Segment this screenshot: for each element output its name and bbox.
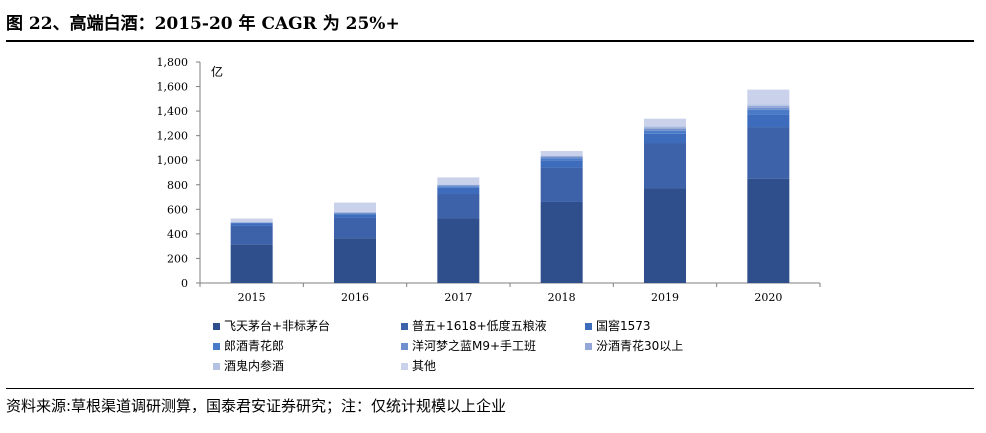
- bar-segment-2020-s7: [747, 89, 790, 105]
- bar-segment-2016-s1: [334, 217, 376, 239]
- bar-segment-2015-s0: [230, 244, 273, 283]
- bar-segment-2018-s0: [540, 201, 583, 283]
- bar-segment-2020-s6: [747, 104, 790, 106]
- legend-label: 洋河梦之蓝M9+手工班: [412, 338, 536, 353]
- legend-swatch: [401, 343, 408, 350]
- bar-segment-2017-s7: [437, 177, 480, 185]
- y-tick-label: 1,800: [157, 56, 189, 69]
- legend-swatch: [213, 343, 220, 350]
- bar-segment-2019-s1: [644, 143, 686, 189]
- bar-segment-2019-s5: [644, 127, 686, 129]
- y-tick-label: 200: [167, 252, 188, 265]
- legend-swatch: [213, 323, 220, 330]
- bar-segment-2019-s7: [644, 118, 686, 127]
- bar-segment-2018-s2: [540, 160, 583, 168]
- x-tick-label: 2017: [444, 291, 472, 304]
- bar-segment-2015-s3: [230, 222, 273, 224]
- y-tick-label: 800: [167, 179, 188, 192]
- x-tick-label: 2019: [651, 291, 679, 304]
- y-tick-label: 400: [167, 228, 188, 241]
- legend-label: 汾酒青花30以上: [596, 338, 683, 353]
- bar-segment-2018-s6: [540, 155, 583, 156]
- bar-segment-2016-s2: [334, 214, 376, 218]
- bar-segment-2016-s0: [334, 238, 376, 283]
- bar-segment-2020-s4: [747, 107, 790, 110]
- bar-segment-2019-s0: [644, 188, 686, 283]
- source-note: 资料来源:草根渠道调研测算，国泰君安证券研究；注：仅统计规模以上企业: [6, 397, 507, 415]
- bar-segment-2018-s5: [540, 155, 583, 157]
- x-tick-label: 2018: [548, 291, 576, 304]
- legend-swatch: [585, 343, 592, 350]
- figure-title: 图 22、高端白酒：2015-20 年 CAGR 为 25%+: [6, 14, 400, 34]
- bar-segment-2020-s3: [747, 109, 790, 115]
- y-tick-label: 1,600: [157, 81, 189, 94]
- legend-swatch: [213, 363, 220, 370]
- legend-label: 普五+1618+低度五粮液: [412, 318, 547, 333]
- bar-segment-2018-s7: [540, 151, 583, 156]
- bar-segment-2017-s0: [437, 218, 480, 283]
- legend-label: 飞天茅台+非标茅台: [224, 318, 330, 333]
- bar-segment-2018-s4: [540, 156, 583, 159]
- legend-swatch: [401, 363, 408, 370]
- bar-segment-2020-s2: [747, 114, 790, 128]
- bar-segment-2016-s4: [334, 212, 376, 214]
- bar-segment-2020-s1: [747, 127, 790, 179]
- y-tick-label: 1,000: [157, 154, 189, 167]
- legend-label: 酒鬼内参酒: [224, 358, 284, 373]
- bar-segment-2017-s1: [437, 193, 480, 219]
- legend: 飞天茅台+非标茅台 普五+1618+低度五粮液 国窖1573 郎酒青花郎 洋河梦之蓝M9…: [213, 318, 683, 373]
- bar-stacks: [230, 89, 790, 283]
- y-tick-label: 1,200: [157, 130, 189, 143]
- y-tick-label: 1,400: [157, 105, 189, 118]
- y-tick-label: 0: [181, 277, 188, 290]
- bar-segment-2017-s3: [437, 186, 480, 188]
- bar-segment-2018-s1: [540, 167, 583, 202]
- legend-label: 其他: [412, 359, 436, 373]
- legend-label: 郎酒青花郎: [224, 338, 284, 353]
- bar-segment-2017-s5: [437, 184, 480, 186]
- bar-segment-2015-s7: [230, 218, 273, 222]
- x-tick-label: 2015: [238, 291, 266, 304]
- unit-label: 亿: [211, 64, 223, 79]
- bar-segment-2020-s0: [747, 178, 790, 283]
- x-tick-label: 2020: [754, 291, 782, 304]
- bar-segment-2019-s3: [644, 130, 686, 134]
- bar-segment-2019-s4: [644, 128, 686, 131]
- y-axis: 0 200 400 600 800 1,000 1,200 1,400 1,600 1,800: [157, 56, 201, 290]
- bar-segment-2017-s2: [437, 187, 480, 194]
- title-rule: [6, 40, 974, 42]
- bar-segment-2019-s2: [644, 133, 686, 144]
- y-tick-label: 600: [167, 203, 188, 216]
- bar-segment-2018-s3: [540, 158, 583, 161]
- bar-segment-2016-s3: [334, 213, 376, 215]
- legend-swatch: [585, 323, 592, 330]
- source-rule: [6, 388, 974, 389]
- x-tick-label: 2016: [341, 291, 369, 304]
- bar-segment-2019-s6: [644, 126, 686, 128]
- bar-segment-2020-s5: [747, 105, 790, 108]
- legend-swatch: [401, 323, 408, 330]
- legend-label: 国窖1573: [596, 318, 651, 333]
- bar-segment-2015-s1: [230, 225, 273, 245]
- bar-segment-2017-s4: [437, 185, 480, 187]
- bar-segment-2015-s2: [230, 223, 273, 226]
- bar-segment-2016-s7: [334, 202, 376, 212]
- x-axis: 2015 2016 2017 2018 2019 2020: [199, 282, 821, 304]
- bar-segment-2017-s6: [437, 184, 480, 185]
